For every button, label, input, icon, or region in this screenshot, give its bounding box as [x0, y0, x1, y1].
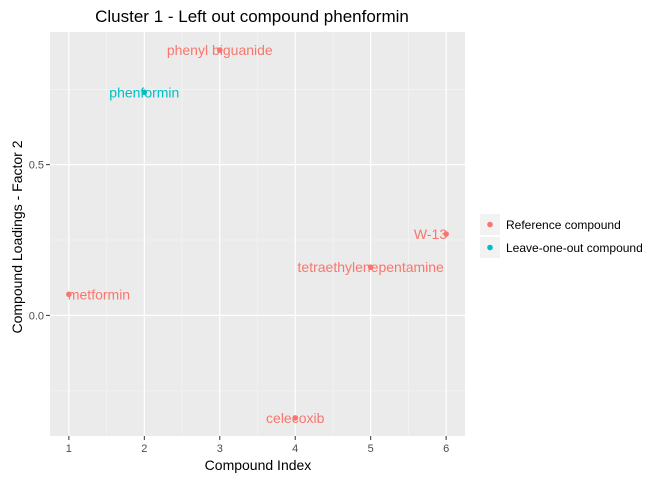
data-point — [66, 291, 72, 298]
data-point — [443, 231, 449, 237]
legend-label: Leave-one-out compound — [506, 241, 643, 255]
x-axis-ticks: 1 2 3 4 5 6 — [66, 436, 449, 455]
legend-label: Reference compound — [506, 218, 621, 232]
data-point — [216, 47, 223, 53]
data-point — [367, 264, 374, 270]
y-axis-title: Compound Loadings - Factor 2 — [9, 140, 25, 333]
y-tick-label: 0.5 — [29, 160, 44, 172]
data-point — [141, 89, 148, 96]
x-tick-label: 6 — [443, 443, 449, 455]
legend-key-point — [487, 244, 493, 251]
x-tick-label: 3 — [217, 443, 223, 455]
x-tick-label: 2 — [141, 443, 147, 455]
minor-gridlines — [50, 32, 465, 436]
data-points — [66, 47, 449, 421]
point-label: W-13 — [414, 226, 447, 242]
data-point — [292, 415, 299, 421]
y-tick-label: 0.0 — [29, 310, 44, 322]
point-label: tetraethylenepentamine — [298, 259, 445, 275]
x-tick-label: 1 — [66, 443, 72, 455]
point-label: phenformin — [109, 84, 179, 100]
chart-title: Cluster 1 - Left out compound phenformin — [95, 7, 409, 26]
point-label: celecoxib — [266, 410, 325, 426]
legend-key-point — [487, 221, 493, 228]
y-axis-ticks: 0.0 0.5 — [29, 160, 50, 322]
point-label: metformin — [68, 286, 130, 302]
legend: Reference compound Leave-one-out compound — [480, 214, 643, 258]
point-labels: metformin phenyl biguanide celecoxib tetrae… — [68, 42, 447, 426]
x-tick-label: 4 — [292, 443, 298, 455]
x-tick-label: 5 — [368, 443, 374, 455]
x-axis-title: Compound Index — [205, 457, 312, 473]
point-label: phenyl biguanide — [167, 42, 273, 58]
